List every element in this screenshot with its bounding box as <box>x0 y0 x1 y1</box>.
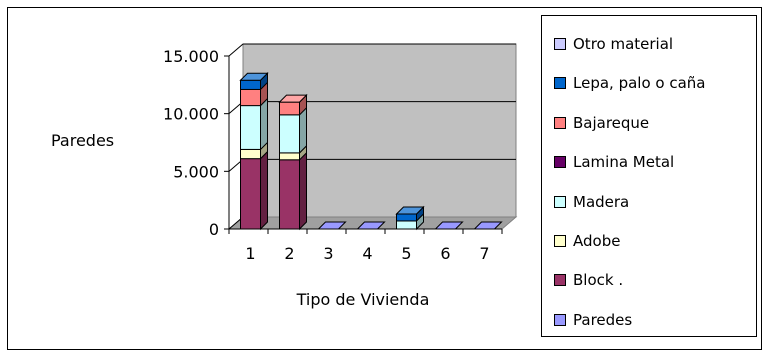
x-axis-title: Tipo de Vivienda <box>296 290 430 309</box>
legend-item: Otro material <box>554 32 673 56</box>
bar-segment <box>240 148 261 160</box>
legend-label: Otro material <box>573 35 674 53</box>
legend-label: Lamina Metal <box>573 153 675 172</box>
x-tick-labels: 1 2 3 4 5 6 7 <box>245 244 489 263</box>
axes <box>224 55 503 234</box>
bar-segment <box>396 220 417 230</box>
legend-label: Paredes <box>573 310 633 329</box>
legend-item: Block . <box>554 268 623 292</box>
bars <box>239 72 503 231</box>
x-tick-label: 4 <box>362 244 372 263</box>
bar-top <box>278 94 308 103</box>
y-tick-label: 5.000 <box>173 162 219 181</box>
legend-item: Lepa, palo o caña <box>554 71 705 95</box>
bar-segment <box>279 159 300 230</box>
x-tick-label: 6 <box>440 244 450 263</box>
bar-segment-side <box>299 106 307 155</box>
gridline-depth <box>228 43 244 57</box>
bar-segment <box>279 152 300 161</box>
x-tick-label: 3 <box>323 244 333 263</box>
x-tick-label: 1 <box>245 244 255 263</box>
legend-label: Block . <box>573 271 624 290</box>
legend-item: Bajareque <box>554 111 649 135</box>
x-tick-label: 5 <box>401 244 411 263</box>
legend-item: Lamina Metal <box>554 150 674 174</box>
legend-swatch <box>554 38 566 50</box>
legend-label: Madera <box>573 192 630 211</box>
bar-segment-side <box>299 151 307 231</box>
legend-label: Lepa, palo o caña <box>573 74 706 93</box>
legend-item: Adobe <box>554 229 620 253</box>
legend-swatch <box>554 195 566 208</box>
legend-swatch <box>554 235 566 247</box>
bar-top <box>239 72 269 81</box>
legend-label: Adobe <box>573 232 621 250</box>
bar-segment <box>240 105 261 150</box>
y-tick-label: 10.000 <box>163 105 219 124</box>
legend-swatch <box>554 313 566 326</box>
y-tick-label: 0 <box>209 220 219 239</box>
legend-label: Bajareque <box>573 113 650 132</box>
bar-segment <box>396 213 417 222</box>
bar-segment <box>240 79 261 90</box>
y-tick-labels: 0 5.000 10.000 15.000 <box>163 47 219 239</box>
bar-segment <box>279 101 300 116</box>
y-tick-label: 15.000 <box>163 47 219 66</box>
x-tick-label: 7 <box>479 244 489 263</box>
legend: Otro material Lepa, palo o caña Bajareque L… <box>541 15 757 337</box>
y-axis-title: Paredes <box>51 131 114 150</box>
bar-segment-side <box>260 150 268 231</box>
legend-item: Madera <box>554 190 629 214</box>
legend-item: Paredes <box>554 308 632 332</box>
bar-segment <box>279 114 300 154</box>
bar-segment <box>240 158 261 230</box>
legend-swatch <box>554 77 566 90</box>
x-tick-label: 2 <box>284 244 294 263</box>
plot-walls <box>227 43 518 230</box>
legend-swatch <box>554 116 566 129</box>
legend-swatch <box>554 274 566 287</box>
bar-segment-side <box>260 97 268 151</box>
bar-top <box>395 206 425 215</box>
legend-swatch <box>554 156 566 169</box>
bar-segment <box>240 88 261 107</box>
